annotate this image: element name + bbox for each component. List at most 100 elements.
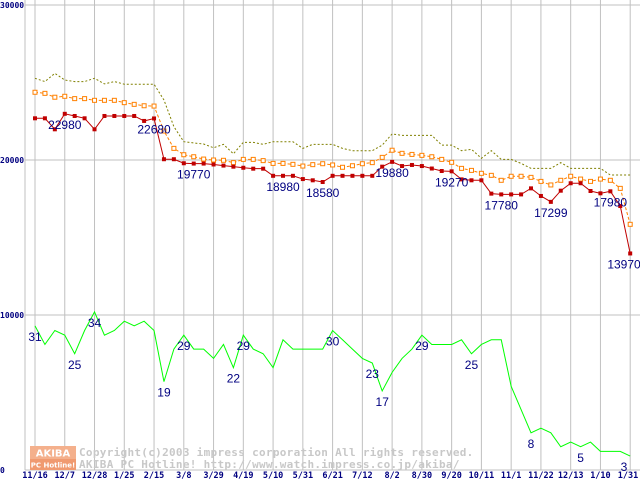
average-point-marker	[121, 100, 127, 106]
low-data-label: 18980	[266, 180, 300, 194]
shops-data-label: 23	[366, 367, 380, 381]
x-tick-label: 5/31	[293, 471, 313, 480]
low-point-marker	[350, 173, 355, 178]
low-point-marker	[519, 192, 524, 197]
shops-data-label: 34	[88, 316, 102, 330]
average-point-marker	[568, 173, 574, 179]
average-point-marker	[548, 182, 554, 188]
average-point-marker	[558, 177, 564, 183]
average-point-marker	[62, 93, 68, 99]
logo-top-text: AKIBA	[36, 449, 71, 460]
low-point-marker	[419, 164, 424, 169]
average-point-marker	[389, 147, 395, 153]
low-point-marker	[310, 178, 315, 183]
y-tick-label: 10000	[0, 311, 24, 320]
low-point-marker	[132, 113, 137, 118]
y-tick-label: 0	[0, 466, 5, 475]
average-point-marker	[320, 161, 326, 167]
grid	[24, 0, 640, 471]
average-point-marker	[250, 156, 256, 162]
low-point-marker	[618, 204, 623, 209]
shops-data-label: 3	[621, 460, 628, 474]
average-point-marker	[290, 161, 296, 167]
x-tick-label: 11/16	[22, 471, 48, 480]
low-point-marker	[400, 164, 405, 169]
x-tick-label: 9/20	[441, 471, 461, 480]
average-point-marker	[141, 103, 147, 109]
low-data-label: 17980	[594, 195, 628, 209]
average-point-marker	[617, 185, 623, 191]
low-point-marker	[529, 186, 533, 191]
low-point-marker	[191, 161, 196, 166]
low-point-marker	[499, 192, 504, 197]
low-point-marker	[509, 192, 514, 197]
low-data-label: 19770	[177, 168, 211, 182]
low-point-marker	[112, 113, 117, 118]
average-point-marker	[310, 162, 316, 168]
low-point-marker	[221, 163, 226, 168]
low-point-marker	[330, 173, 335, 178]
low-point-marker	[241, 165, 246, 170]
low-point-marker	[171, 157, 176, 162]
average-point-marker	[468, 167, 474, 173]
low-point-marker	[290, 173, 295, 178]
low-data-label: 13970	[607, 257, 640, 271]
average-point-marker	[171, 145, 177, 151]
low-point-marker	[370, 173, 375, 178]
average-point-marker	[201, 156, 207, 162]
average-point-marker	[240, 156, 246, 162]
average-point-marker	[419, 152, 425, 158]
low-point-marker	[231, 164, 236, 169]
average-point-marker	[478, 170, 484, 176]
low-point-marker	[161, 157, 166, 162]
series-layer	[32, 72, 633, 457]
low-point-marker	[390, 159, 395, 164]
low-point-marker	[122, 113, 127, 118]
average-point-marker	[528, 174, 534, 180]
x-tick-label: 11/1	[501, 471, 521, 480]
low-point-marker	[380, 164, 385, 169]
average-point-marker	[429, 154, 435, 160]
average-point-marker	[82, 96, 88, 102]
x-tick-label: 11/22	[528, 471, 554, 480]
x-tick-label: 10/11	[469, 471, 495, 480]
average-point-marker	[538, 178, 544, 184]
low-point-marker	[558, 188, 563, 193]
low-point-marker	[72, 113, 77, 118]
low-point-marker	[142, 118, 147, 123]
average-point-marker	[349, 163, 355, 169]
low-data-label: 19270	[435, 175, 469, 189]
x-tick-label: 2/15	[144, 471, 164, 480]
x-tick-label: 12/7	[55, 471, 75, 480]
site-url-text: AKIBA PC Hotline! http://www.watch.impre…	[79, 458, 460, 471]
average-point-marker	[369, 160, 375, 166]
average-point-marker	[161, 128, 167, 134]
average-point-marker	[409, 151, 415, 157]
shops-data-label: 19	[157, 386, 171, 400]
x-tick-label: 7/12	[352, 471, 372, 480]
low-point-marker	[281, 173, 285, 178]
low-point-marker	[181, 161, 186, 166]
average-point-marker	[32, 89, 38, 95]
x-tick-label: 3/29	[203, 471, 223, 480]
y-tick-label: 20000	[0, 156, 24, 165]
average-point-marker	[607, 177, 613, 183]
average-point-marker	[280, 160, 286, 166]
x-tick-label: 6/21	[322, 471, 342, 480]
low-point-marker	[251, 166, 256, 171]
low-point-marker	[459, 177, 464, 182]
copyright-text: Copyright(c)2003 impress corporation All…	[79, 446, 474, 459]
low-data-label: 17780	[485, 198, 519, 212]
average-point-marker	[92, 97, 98, 103]
average-point-marker	[498, 177, 504, 183]
average-point-marker	[101, 97, 107, 103]
akiba-logo: AKIBA PC Hotline!	[30, 446, 76, 470]
low-point-marker	[152, 116, 157, 121]
average-point-marker	[300, 163, 306, 169]
low-point-marker	[211, 162, 216, 167]
low-point-marker	[469, 178, 474, 183]
average-point-marker	[459, 165, 465, 171]
average-point-marker	[270, 160, 276, 166]
low-point-marker	[439, 169, 444, 174]
